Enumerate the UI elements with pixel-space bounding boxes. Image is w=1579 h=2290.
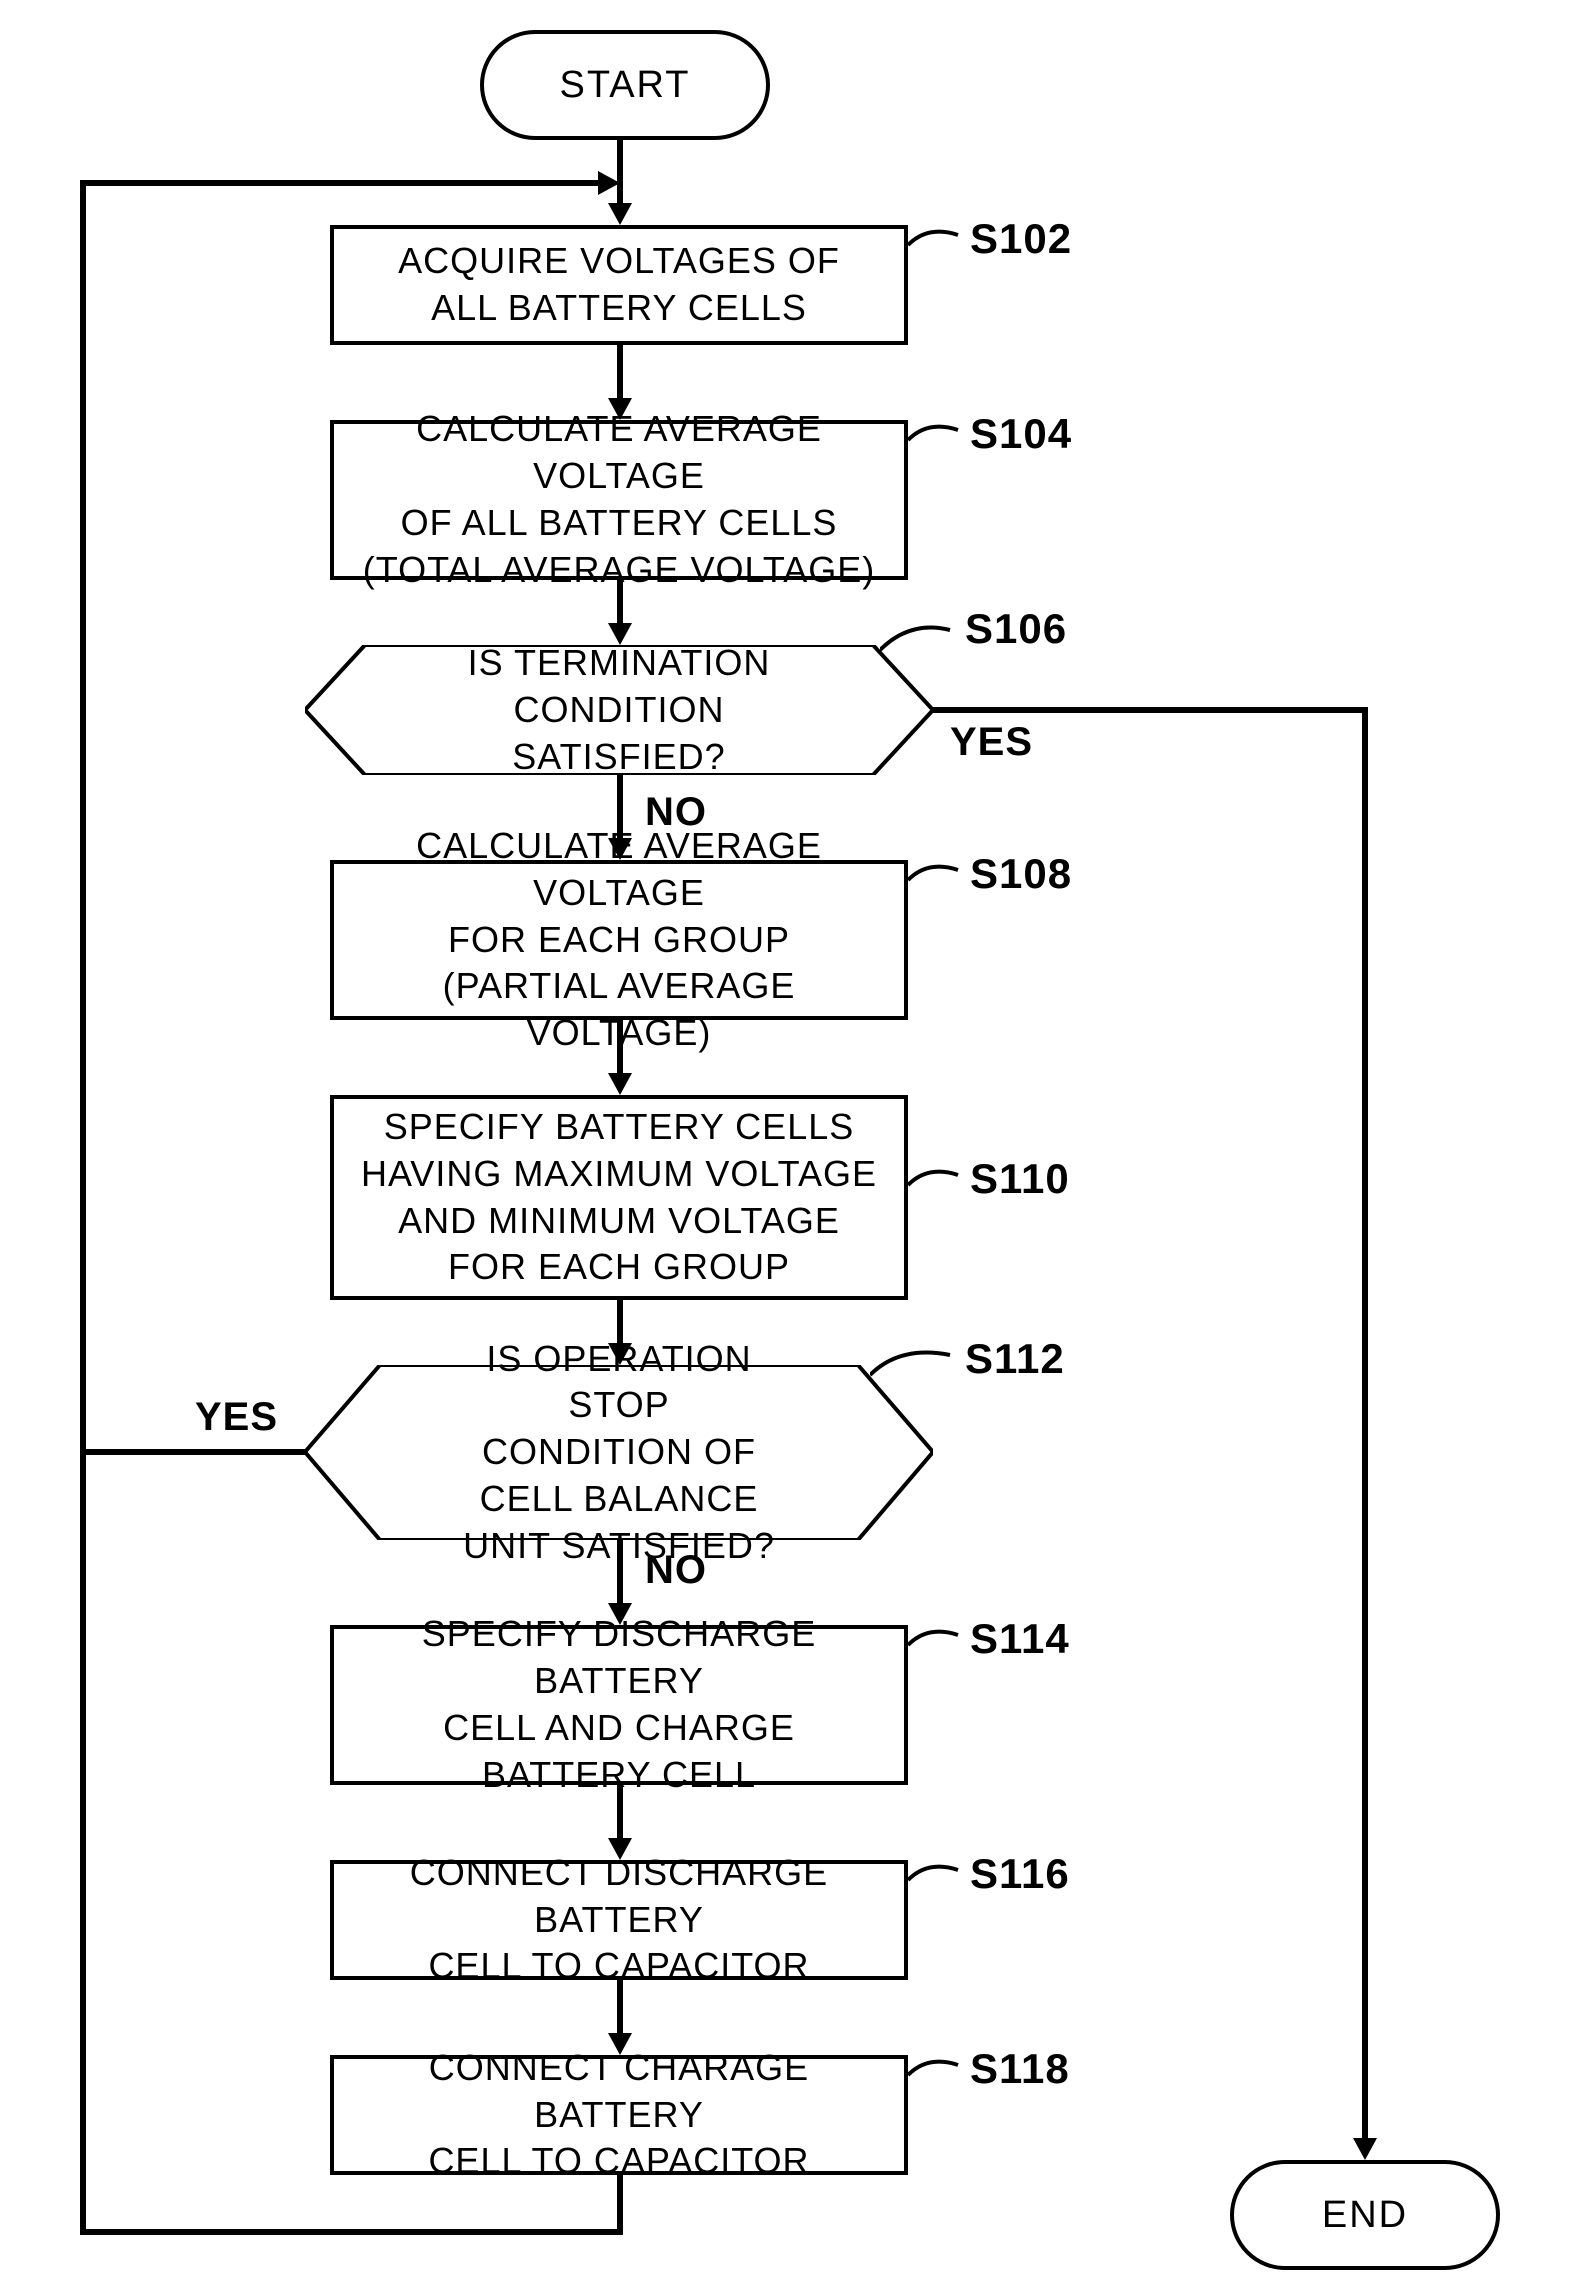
s102-text: ACQUIRE VOLTAGES OF ALL BATTERY CELLS [398, 238, 840, 332]
edge-s112-yes-v [80, 180, 86, 1455]
decision-s112: IS OPERATION STOP CONDITION OF CELL BALA… [305, 1365, 933, 1540]
process-s114: SPECIFY DISCHARGE BATTERY CELL AND CHARG… [330, 1625, 908, 1785]
start-node: START [480, 30, 770, 140]
step-label-s106: S106 [965, 605, 1067, 653]
leader-s116 [908, 1860, 968, 1900]
edge-s114-s116 [617, 1785, 623, 1838]
edge-s118-loop-v1 [617, 2175, 623, 2235]
flowchart-container: START ACQUIRE VOLTAGES OF ALL BATTERY CE… [0, 0, 1579, 2290]
process-s118: CONNECT CHARAGE BATTERY CELL TO CAPACITO… [330, 2055, 908, 2175]
arrowhead [608, 1073, 632, 1095]
arrowhead [598, 171, 620, 195]
edge-s104-s106 [617, 580, 623, 623]
edge-s102-s104 [617, 345, 623, 398]
s116-text: CONNECT DISCHARGE BATTERY CELL TO CAPACI… [354, 1850, 884, 1990]
edge-s116-s118 [617, 1980, 623, 2033]
process-s108: CALCULATE AVERAGE VOLTAGE FOR EACH GROUP… [330, 860, 908, 1020]
leader-s106 [880, 620, 960, 660]
leader-s110 [908, 1165, 968, 1205]
arrowhead [1353, 2138, 1377, 2160]
branch-yes-s106: YES [950, 720, 1033, 765]
leader-s112 [870, 1345, 960, 1385]
leader-s118 [908, 2055, 968, 2095]
edge-s112-s114 [617, 1540, 623, 1603]
s104-text: CALCULATE AVERAGE VOLTAGE OF ALL BATTERY… [354, 406, 884, 593]
leader-s102 [908, 225, 968, 265]
process-s104: CALCULATE AVERAGE VOLTAGE OF ALL BATTERY… [330, 420, 908, 580]
arrowhead [608, 203, 632, 225]
s106-text: IS TERMINATION CONDITION SATISFIED? [462, 640, 776, 780]
decision-s106: IS TERMINATION CONDITION SATISFIED? [305, 645, 933, 775]
s118-text: CONNECT CHARAGE BATTERY CELL TO CAPACITO… [354, 2045, 884, 2185]
process-s116: CONNECT DISCHARGE BATTERY CELL TO CAPACI… [330, 1860, 908, 1980]
branch-yes-s112: YES [195, 1395, 278, 1440]
leader-s104 [908, 420, 968, 460]
step-label-s110: S110 [970, 1155, 1070, 1203]
step-label-s118: S118 [970, 2045, 1070, 2093]
leader-s114 [908, 1625, 968, 1665]
step-label-s108: S108 [970, 850, 1072, 898]
step-label-s116: S116 [970, 1850, 1070, 1898]
edge-s108-s110 [617, 1020, 623, 1073]
end-label: END [1322, 2194, 1408, 2237]
s110-text: SPECIFY BATTERY CELLS HAVING MAXIMUM VOL… [361, 1104, 877, 1291]
end-node: END [1230, 2160, 1500, 2270]
process-s102: ACQUIRE VOLTAGES OF ALL BATTERY CELLS [330, 225, 908, 345]
edge-s118-loop-v2 [80, 1455, 86, 2235]
edge-s118-loop-h [80, 2229, 623, 2235]
leader-s108 [908, 860, 968, 900]
step-label-s102: S102 [970, 215, 1072, 263]
s112-text: IS OPERATION STOP CONDITION OF CELL BALA… [462, 1336, 776, 1570]
edge-s112-yes-h1 [80, 1449, 305, 1455]
process-s110: SPECIFY BATTERY CELLS HAVING MAXIMUM VOL… [330, 1095, 908, 1300]
edge-s112-yes-h2 [80, 180, 598, 186]
start-label: START [559, 64, 690, 107]
s114-text: SPECIFY DISCHARGE BATTERY CELL AND CHARG… [354, 1611, 884, 1798]
step-label-s104: S104 [970, 410, 1072, 458]
edge-s106-yes-v [1362, 707, 1368, 2138]
edge-s106-yes-h [933, 707, 1368, 713]
branch-no-s112: NO [645, 1548, 707, 1593]
step-label-s114: S114 [970, 1615, 1070, 1663]
step-label-s112: S112 [965, 1335, 1065, 1383]
